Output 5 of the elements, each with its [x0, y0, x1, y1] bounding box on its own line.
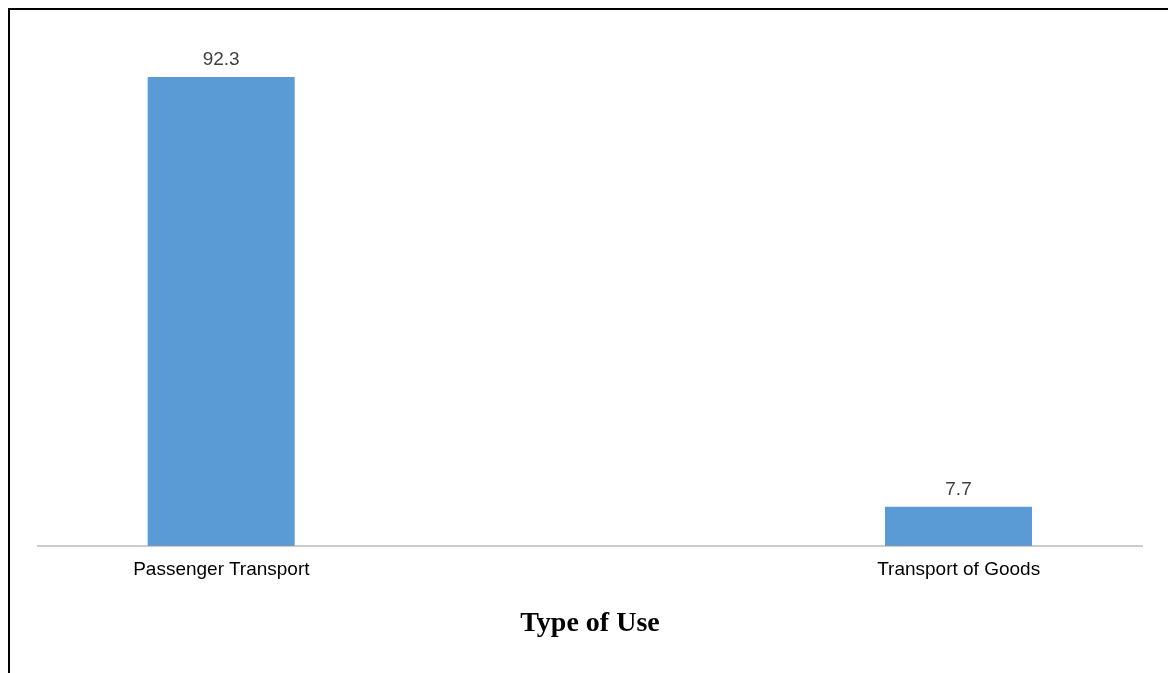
- x-tick-label: Transport of Goods: [877, 558, 1041, 580]
- data-label: 92.3: [202, 47, 240, 69]
- data-label: 7.7: [945, 477, 972, 499]
- x-axis-title: Type of Use: [519, 606, 661, 638]
- x-tick-label: Passenger Transport: [133, 558, 311, 580]
